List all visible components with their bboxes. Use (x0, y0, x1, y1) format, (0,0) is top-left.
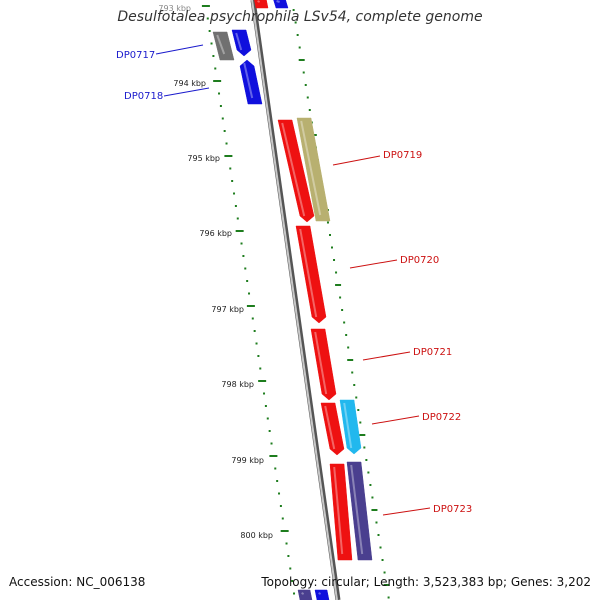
leader-dp0722 (371, 415, 420, 425)
gene-arrow-highlight (343, 402, 353, 449)
gene-label-dp0723[interactable]: DP0723 (433, 504, 472, 515)
gene-arrow[interactable] (296, 117, 331, 222)
leader-dp0717 (155, 44, 204, 55)
gene-arrow[interactable] (329, 463, 353, 561)
genome-summary-text: Topology: circular; Length: 3,523,383 bp… (261, 575, 591, 589)
leader-dp0723 (382, 507, 431, 516)
gene-arrow-highlight (281, 122, 306, 217)
gene-arrow[interactable] (212, 31, 235, 61)
gene-arrow[interactable] (339, 399, 362, 455)
gene-arrow-highlight (299, 228, 318, 318)
gene-arrow[interactable] (320, 402, 345, 456)
accession-text: Accession: NC_006138 (9, 575, 146, 589)
scale-label-798: 798 kbp (221, 380, 254, 389)
gene-arrow-highlight (300, 120, 322, 216)
left-scale-track (201, 5, 296, 595)
scale-labels: 793 kbp 794 kbp 795 kbp 796 kbp 797 kbp … (158, 4, 273, 540)
gene-arrow-highlight (350, 464, 364, 555)
gene-arrow-highlight (301, 592, 305, 595)
gene-arrow-highlight (216, 34, 226, 55)
gene-arrow-highlight (324, 405, 336, 450)
gene-arrow-highlight (276, 0, 280, 3)
gene-labels: DP0717 DP0718 DP0719 DP0720 DP0721 DP072… (116, 50, 472, 515)
gene-arrow[interactable] (297, 589, 313, 600)
scale-label-799: 799 kbp (231, 456, 264, 465)
gene-label-dp0722[interactable]: DP0722 (422, 412, 461, 423)
scale-label-793: 793 kbp (158, 4, 191, 13)
leader-dp0718 (163, 87, 210, 97)
scale-label-797: 797 kbp (211, 305, 244, 314)
genome-backbone (251, 0, 338, 600)
gene-arrow-highlight (318, 592, 322, 595)
leader-dp0720 (349, 259, 398, 269)
gene-arrow[interactable] (346, 461, 373, 561)
scale-label-795: 795 kbp (187, 154, 220, 163)
gene-arrow[interactable] (314, 589, 330, 600)
gene-arrow-highlight (257, 0, 261, 3)
gene-label-dp0719[interactable]: DP0719 (383, 150, 422, 161)
leader-dp0721 (362, 351, 411, 361)
leader-dp0719 (332, 155, 381, 166)
gene-arrow[interactable] (231, 29, 252, 57)
scale-label-796: 796 kbp (199, 229, 232, 238)
gene-arrow[interactable] (239, 59, 263, 105)
gene-arrow[interactable] (295, 225, 327, 324)
gene-arrow[interactable] (254, 0, 269, 9)
gene-arrow-highlight (333, 466, 344, 555)
gene-label-dp0720[interactable]: DP0720 (400, 255, 439, 266)
gene-arrow-highlight (314, 331, 328, 395)
gene-label-dp0717[interactable]: DP0717 (116, 50, 155, 61)
scale-label-794: 794 kbp (173, 79, 206, 88)
gene-arrow[interactable] (277, 119, 315, 223)
gene-label-dp0721[interactable]: DP0721 (413, 347, 452, 358)
label-leaders (155, 44, 431, 516)
gene-label-dp0718[interactable]: DP0718 (124, 91, 163, 102)
scale-label-800: 800 kbp (240, 531, 273, 540)
gene-arrow-highlight (243, 62, 254, 99)
gene-arrow-highlight (235, 32, 243, 51)
gene-arrow[interactable] (273, 0, 289, 9)
map-title: Desulfotalea psychrophila LSv54, complet… (117, 9, 483, 25)
gene-arrow[interactable] (310, 328, 337, 401)
gene-features (212, 0, 373, 600)
